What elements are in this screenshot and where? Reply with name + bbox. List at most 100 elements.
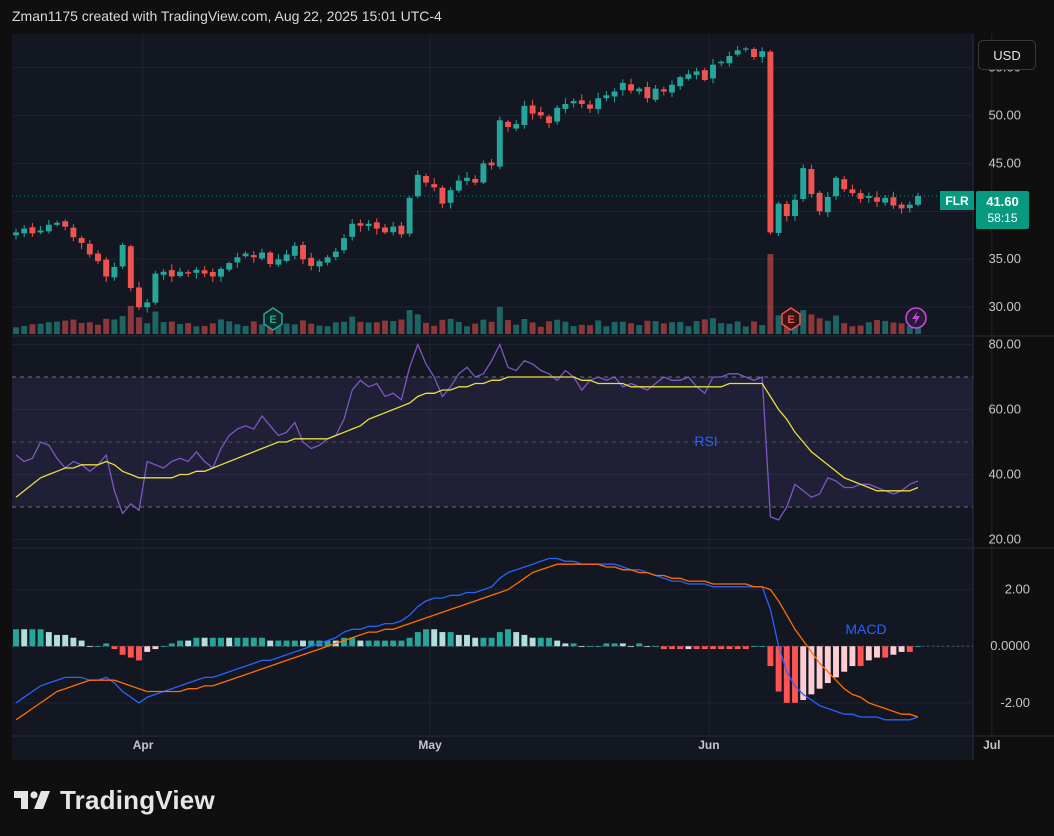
macd-histogram-bar [513,632,520,647]
macd-histogram-bar [111,646,118,650]
macd-label: MACD [845,621,886,637]
volume-bar [521,319,528,334]
macd-histogram-bar [718,646,725,650]
rsi-ma-line [15,376,919,498]
volume-bar [857,325,864,334]
candle-body [742,48,749,50]
candle-body [439,187,446,204]
candle-body [767,51,774,233]
tradingview-logo[interactable]: TradingView [14,780,215,820]
candle-body [423,176,429,183]
candle-body [890,197,897,206]
macd-histogram-bar [537,637,544,647]
macd-histogram-bar [324,640,331,647]
volume-bar [447,318,454,334]
signal-line [15,563,919,721]
candle-body [677,77,684,87]
candle-body [488,162,495,166]
candle-body [382,227,388,233]
volume-bar [332,322,339,334]
candle-body [685,74,692,79]
volume-bar [300,320,306,334]
volume-bar [29,324,36,334]
volume-bar [201,325,208,334]
candle-body [201,270,208,274]
macd-histogram-bar [308,640,315,647]
candle-body [447,190,454,203]
candle-body [283,254,290,261]
volume-bar [751,321,757,334]
macd-histogram-bar [619,643,626,647]
volume-bar [382,320,388,334]
volume-bar [496,306,503,334]
macd-histogram-bar [136,646,142,661]
volume-bar [824,320,831,334]
candle-body [455,180,462,191]
volume-bar [767,254,774,334]
volume-bar [652,321,659,334]
volume-bar [234,324,241,334]
volume-bar [742,326,749,334]
volume-bar [439,319,446,334]
macd-histogram-bar [595,646,602,648]
x-tick-label: Apr [133,738,154,752]
volume-bar [250,321,257,334]
earnings-marker: E [781,307,801,331]
volume-bar [111,319,118,334]
candle-body [669,84,675,93]
macd-histogram-bar [529,637,536,647]
candle-body [193,269,200,273]
candle-body [308,257,315,266]
candle-body [628,84,634,91]
macd-histogram-bar [275,640,282,647]
volume-bar [390,321,397,334]
volume-bar [865,322,872,334]
macd-histogram-bar [775,646,782,692]
volume-bar [570,326,577,334]
volume-bar [644,320,651,334]
volume-bar [275,325,282,334]
candle-body [29,227,36,234]
candle-body [619,82,626,91]
price-tick-label: 50.00 [988,107,1021,122]
volume-bar [168,321,175,334]
volume-bar [800,310,807,334]
volume-bar [431,325,438,334]
macd-histogram-bar [554,640,561,647]
volume-bar [488,321,495,334]
volume-bar [636,325,643,334]
x-tick-label: Jun [698,738,719,752]
volume-bar [464,326,470,334]
volume-bar [906,325,913,334]
last-price-value: 41.60 [986,194,1019,209]
rsi-tick-label: 60.00 [988,402,1021,417]
volume-bar [259,324,265,334]
currency-button[interactable]: USD [978,40,1036,70]
volume-bar [882,320,889,334]
volume-bar [136,317,142,334]
volume-bar [693,321,700,334]
candle-body [710,64,716,79]
candle-body [250,255,257,258]
macd-histogram-bar [874,646,880,658]
volume-bar [103,318,110,334]
macd-histogram-bar [62,634,69,647]
macd-histogram-bar [464,634,470,647]
macd-histogram-bar [808,646,815,695]
candle-body [37,230,44,233]
macd-histogram-bar [45,632,52,647]
volume-bar [546,321,552,334]
candle-body [86,243,93,255]
volume-bar [455,321,462,334]
volume-bar [710,318,716,334]
macd-histogram-bar [751,646,757,648]
candle-body [45,224,52,232]
macd-histogram-bar [455,634,462,647]
candle-body [414,174,421,197]
candle-body [152,273,159,303]
candle-body [513,124,520,129]
macd-histogram-bar [890,646,897,655]
macd-histogram-bar [652,646,659,648]
